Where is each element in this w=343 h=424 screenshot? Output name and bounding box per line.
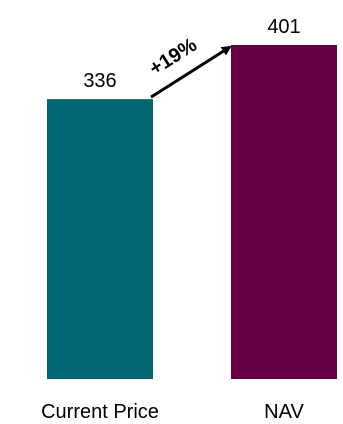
bar-current-price [47, 99, 153, 379]
growth-arrow [150, 45, 232, 99]
value-label-nav: 401 [267, 16, 300, 38]
category-label-nav: NAV [264, 401, 304, 423]
bar-nav [231, 45, 337, 379]
value-label-current-price: 336 [83, 70, 116, 92]
growth-percentage-label: +19% [146, 34, 202, 80]
category-label-current-price: Current Price [41, 401, 159, 423]
